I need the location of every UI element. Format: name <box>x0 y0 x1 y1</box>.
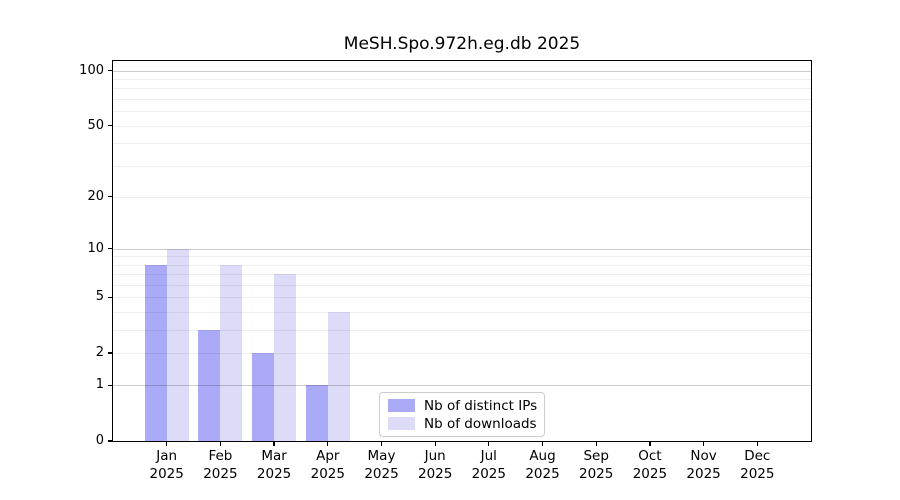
xtick-year-may: 2025 <box>364 466 399 482</box>
xtick-label-sep: Sep 2025 <box>564 447 628 483</box>
xtick-year-oct: 2025 <box>632 466 668 482</box>
bars-layer <box>113 61 811 441</box>
xtick-month-may: May <box>367 448 396 464</box>
xtick-label-may: May 2025 <box>350 447 414 483</box>
xtick-year-apr: 2025 <box>310 466 345 482</box>
legend: Nb of distinct IPs Nb of downloads <box>379 392 545 437</box>
bar-distinct-ips-feb <box>198 329 221 441</box>
legend-swatch-distinct-ips <box>388 399 415 412</box>
xtick-mark-oct <box>649 441 651 446</box>
xtick-month-nov: Nov <box>690 448 717 464</box>
ytick-label-10: 10 <box>87 240 104 256</box>
xtick-year-jul: 2025 <box>471 466 506 482</box>
xtick-mark-jan <box>166 441 168 446</box>
xtick-year-feb: 2025 <box>203 466 238 482</box>
ytick-mark-100 <box>108 70 113 72</box>
bar-downloads-mar <box>274 274 297 441</box>
xtick-mark-feb <box>219 441 222 446</box>
ytick-label-5: 5 <box>95 289 104 305</box>
ytick-mark-10 <box>108 247 113 250</box>
legend-label-distinct-ips: Nb of distinct IPs <box>424 397 538 414</box>
plot-area <box>112 60 812 442</box>
xtick-month-jan: Jan <box>156 448 178 464</box>
xtick-year-jan: 2025 <box>149 466 184 482</box>
bar-distinct-ips-mar <box>252 352 275 441</box>
xtick-month-oct: Oct <box>638 448 662 464</box>
ytick-label-2: 2 <box>95 344 104 360</box>
xtick-label-apr: Apr 2025 <box>296 447 360 483</box>
xtick-month-apr: Apr <box>316 448 340 464</box>
ytick-mark-20 <box>108 196 113 198</box>
bar-distinct-ips-jan <box>144 264 167 441</box>
xtick-mark-sep <box>595 441 597 446</box>
xtick-month-jun: Jun <box>424 448 446 464</box>
xtick-mark-mar <box>273 441 275 446</box>
xtick-label-oct: Oct 2025 <box>618 447 682 483</box>
legend-label-downloads: Nb of downloads <box>424 415 537 432</box>
legend-item-distinct-ips: Nb of distinct IPs <box>388 398 544 414</box>
ytick-label-50: 50 <box>87 117 104 133</box>
bar-downloads-jan <box>166 248 189 441</box>
xtick-year-jun: 2025 <box>418 466 453 482</box>
ytick-mark-0 <box>108 440 113 442</box>
xtick-mark-nov <box>702 441 705 446</box>
xtick-month-aug: Aug <box>529 448 556 464</box>
xtick-mark-jun <box>434 441 436 446</box>
xtick-year-dec: 2025 <box>740 466 775 482</box>
xtick-month-mar: Mar <box>261 448 287 464</box>
xtick-label-feb: Feb 2025 <box>188 447 252 483</box>
ytick-label-20: 20 <box>87 188 104 204</box>
chart-title: MeSH.Spo.972h.eg.db 2025 <box>343 34 581 54</box>
xtick-mark-aug <box>541 441 544 446</box>
xtick-month-jul: Jul <box>480 448 497 464</box>
xtick-month-dec: Dec <box>744 448 771 464</box>
xtick-label-dec: Dec 2025 <box>725 447 789 483</box>
xtick-label-jun: Jun 2025 <box>403 447 467 483</box>
xtick-label-nov: Nov 2025 <box>672 447 736 483</box>
ytick-mark-50 <box>108 124 113 127</box>
xtick-mark-may <box>380 441 383 446</box>
bar-distinct-ips-apr <box>305 385 328 441</box>
xtick-mark-jul <box>488 441 490 446</box>
xtick-label-mar: Mar 2025 <box>242 447 306 483</box>
xtick-month-sep: Sep <box>583 448 609 464</box>
xtick-mark-dec <box>756 441 758 446</box>
ytick-label-0: 0 <box>95 433 104 448</box>
xtick-year-mar: 2025 <box>256 466 292 482</box>
legend-item-downloads: Nb of downloads <box>388 416 544 432</box>
xtick-label-jan: Jan 2025 <box>135 447 199 483</box>
xtick-mark-apr <box>327 441 329 446</box>
legend-swatch-downloads <box>388 417 415 430</box>
xtick-label-jul: Jul 2025 <box>457 447 521 483</box>
ytick-mark-1 <box>108 384 113 387</box>
xtick-year-nov: 2025 <box>686 466 721 482</box>
xtick-year-aug: 2025 <box>525 466 560 482</box>
ytick-label-100: 100 <box>79 62 104 78</box>
bar-downloads-feb <box>220 264 243 441</box>
ytick-mark-5 <box>108 296 113 298</box>
ytick-mark-2 <box>108 352 113 354</box>
xtick-month-feb: Feb <box>208 448 233 464</box>
xtick-label-aug: Aug 2025 <box>511 447 575 483</box>
ytick-label-1: 1 <box>95 377 104 393</box>
xtick-year-sep: 2025 <box>579 466 614 482</box>
bar-downloads-apr <box>327 311 350 441</box>
